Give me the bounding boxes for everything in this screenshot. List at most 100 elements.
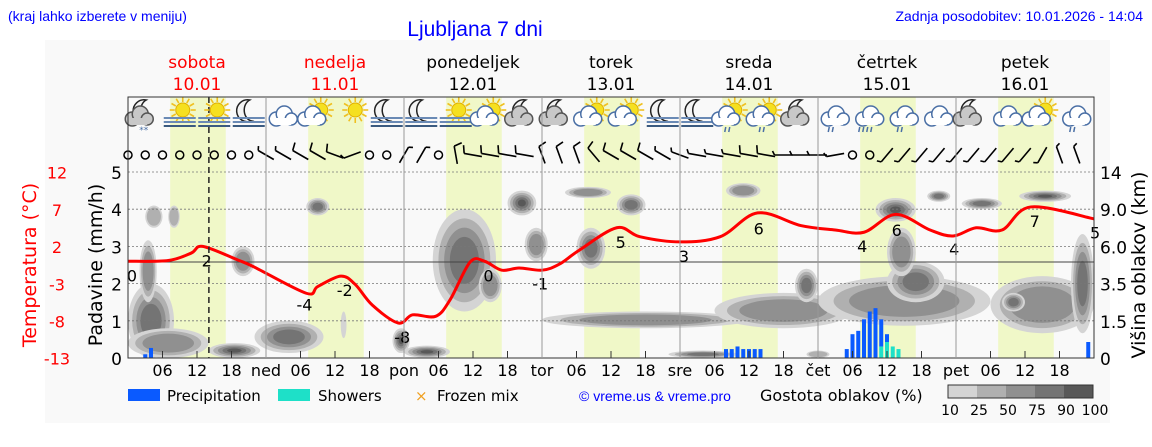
wind-barb-icon: [738, 145, 759, 158]
cloud-base: [476, 118, 493, 125]
sun-ray: [1038, 98, 1042, 104]
sun-ray: [327, 113, 333, 118]
sun-ray: [741, 102, 747, 107]
location-hint[interactable]: (kraj lahko izberete v meniju): [8, 8, 187, 24]
barb-staff: [722, 152, 741, 158]
barb-tick: [572, 141, 581, 148]
barb-tick: [720, 148, 724, 154]
precipitation-bar: [758, 349, 763, 358]
sun-ray: [313, 98, 318, 104]
barb-staff: [1055, 146, 1064, 164]
cloud-icon: [889, 105, 919, 127]
barb-staff: [453, 145, 459, 165]
precipitation-bar: [862, 319, 866, 358]
barb-staff: [343, 151, 361, 159]
x-tick-day: tor: [531, 361, 554, 380]
day-date: 15.01: [863, 75, 912, 95]
temperature-label: 6: [754, 220, 764, 239]
cloud-height-tick: 14: [1100, 164, 1122, 184]
rain-drop: [866, 126, 869, 133]
cloud-base: [930, 118, 947, 125]
density-swatch: [1035, 385, 1064, 398]
precipitation-tick: 3: [111, 238, 122, 258]
wind-barb-icon: [720, 148, 741, 158]
calm-wind-icon: [226, 150, 237, 160]
cloud-blob: [482, 274, 498, 297]
day-name: sobota: [168, 53, 226, 73]
sun-ray: [223, 113, 229, 118]
snow-icon: **: [139, 126, 149, 136]
sun-ray: [186, 98, 190, 104]
wind-barb-icon: [274, 145, 292, 161]
calm-wind-icon: [244, 150, 254, 160]
moon-fog-icon: [370, 99, 403, 127]
calm-wind-icon: [175, 150, 185, 160]
moon-cloud-snow-icon: **: [124, 99, 154, 136]
wind-barb-icon: [928, 147, 946, 163]
page-title: Ljubljana 7 dni: [407, 18, 542, 41]
sun-ray: [624, 98, 628, 104]
x-tick-hour: 12: [877, 361, 897, 380]
cloud-base: [717, 118, 734, 125]
sun-ray: [496, 98, 501, 104]
wind-barb-icon: [962, 147, 980, 163]
precipitation-bar: [741, 349, 746, 358]
cloud-height-tick: 9.0: [1100, 201, 1127, 221]
barb-staff: [915, 147, 928, 163]
wind-barb-icon: [325, 143, 344, 159]
cloud-base: [545, 118, 562, 125]
day-name: petek: [1001, 53, 1049, 73]
x-tick-hour: 12: [739, 361, 759, 380]
calm-wind-icon: [364, 150, 375, 160]
cloud-blob: [889, 206, 902, 214]
cloud-blob: [142, 251, 154, 292]
temperature-tick: 12: [47, 164, 67, 183]
calm-wind-icon: [865, 150, 875, 160]
calm-wind-icon: [433, 150, 444, 160]
sun-icon: [445, 97, 472, 123]
moon-cloud-icon: [538, 99, 568, 127]
x-tick-hour: 06: [842, 361, 862, 380]
barb-tick: [309, 142, 313, 151]
sun-ray: [361, 102, 367, 107]
sun-fog-icon: [439, 97, 472, 127]
daylight-bands: [170, 97, 1054, 358]
cloud-height-axis-label: Višina oblakov (km): [1128, 172, 1150, 359]
precipitation-tick: 2: [111, 276, 122, 296]
cloud-icon: [993, 105, 1023, 127]
sun-ray: [171, 102, 177, 107]
cloud-icon: [573, 105, 603, 127]
temperature-tick: 2: [52, 238, 62, 257]
barb-staff: [481, 152, 500, 158]
fog-icon: [232, 117, 265, 127]
barb-tick: [738, 145, 741, 154]
sun-icon: [342, 97, 369, 123]
precipitation-tick: 0: [111, 350, 122, 370]
barb-staff: [275, 149, 292, 161]
day-date: 13.01: [587, 75, 636, 95]
barb-tick: [325, 143, 329, 153]
moon-fog-icon: [681, 99, 714, 127]
sun-ray: [358, 98, 363, 104]
rain-drop: [862, 126, 865, 133]
cloud-blob: [739, 299, 828, 322]
sun-ray: [447, 102, 453, 107]
cloud-icon: [820, 105, 850, 127]
sun-ray: [205, 113, 211, 118]
density-tick: 100: [1082, 403, 1109, 419]
wind-barb-icon: [771, 150, 793, 156]
day-name: torek: [589, 53, 633, 73]
sun-ray: [741, 113, 747, 118]
cloud-density-scale: 10 25 50 75 90 100: [941, 384, 1109, 419]
sun-fog-icon: [163, 97, 196, 127]
barb-tick: [806, 150, 810, 156]
sun-ray: [499, 113, 505, 118]
cloud-blob: [528, 233, 544, 256]
sun-ray: [486, 98, 490, 104]
credit-link[interactable]: © vreme.us & vreme.pro: [579, 388, 731, 404]
sun-cloud-rain-icon: [745, 97, 783, 133]
axes: 06 12 18 ned 06 12 18 pon 06 12 18 tor 06 12 18 sre 06 12…: [44, 97, 1127, 380]
fog-icon: [163, 117, 196, 127]
temperature-axis-label: Temperatura (°C): [19, 183, 41, 348]
